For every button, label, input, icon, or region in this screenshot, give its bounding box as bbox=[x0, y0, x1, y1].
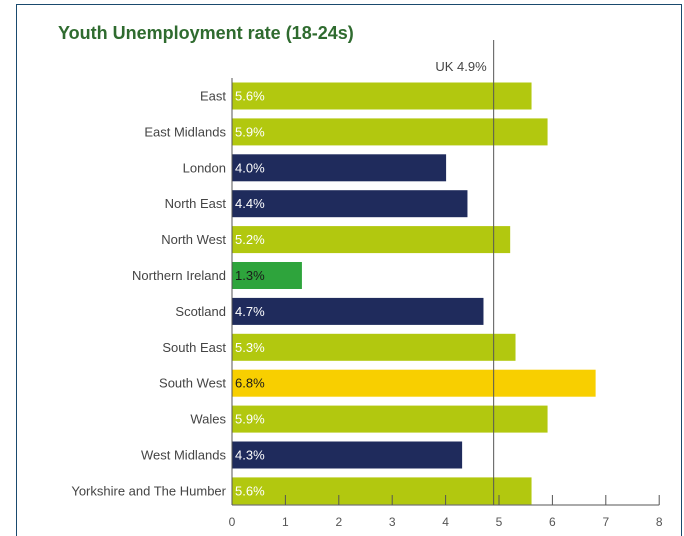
x-tick-label: 6 bbox=[549, 515, 556, 529]
chart-title: Youth Unemployment rate (18-24s) bbox=[58, 23, 354, 43]
category-label: London bbox=[183, 160, 226, 175]
data-label: 4.7% bbox=[235, 304, 265, 319]
x-tick-label: 5 bbox=[496, 515, 503, 529]
x-tick-label: 3 bbox=[389, 515, 396, 529]
category-label: South East bbox=[162, 340, 226, 355]
category-label: Scotland bbox=[175, 304, 226, 319]
bar bbox=[232, 297, 484, 325]
category-label: Northern Ireland bbox=[132, 268, 226, 283]
data-label: 4.4% bbox=[235, 196, 265, 211]
data-label: 5.2% bbox=[235, 232, 265, 247]
x-tick-label: 4 bbox=[442, 515, 449, 529]
x-tick-label: 1 bbox=[282, 515, 289, 529]
data-label: 5.9% bbox=[235, 124, 265, 139]
bar bbox=[232, 154, 447, 182]
data-label: 5.6% bbox=[235, 89, 265, 104]
category-label: North East bbox=[165, 196, 227, 211]
x-tick-label: 8 bbox=[656, 515, 663, 529]
category-label: Yorkshire and The Humber bbox=[71, 483, 226, 498]
category-label: East bbox=[200, 89, 226, 104]
bar bbox=[232, 190, 468, 218]
bar bbox=[232, 118, 548, 146]
bar bbox=[232, 333, 516, 361]
uk-average-label: UK 4.9% bbox=[435, 59, 487, 74]
category-label: Wales bbox=[190, 412, 226, 427]
bar bbox=[232, 405, 548, 433]
data-label: 5.6% bbox=[235, 483, 265, 498]
bar bbox=[232, 441, 463, 469]
bar bbox=[232, 369, 596, 397]
x-tick-label: 0 bbox=[229, 515, 236, 529]
bar bbox=[232, 477, 532, 505]
data-label: 1.3% bbox=[235, 268, 265, 283]
category-label: North West bbox=[161, 232, 226, 247]
x-tick-label: 7 bbox=[602, 515, 609, 529]
category-label: East Midlands bbox=[144, 124, 226, 139]
x-tick-label: 2 bbox=[335, 515, 342, 529]
data-label: 4.0% bbox=[235, 160, 265, 175]
data-label: 6.8% bbox=[235, 376, 265, 391]
bar bbox=[232, 226, 511, 254]
category-label: South West bbox=[159, 376, 226, 391]
data-label: 4.3% bbox=[235, 448, 265, 463]
bar bbox=[232, 82, 532, 110]
data-label: 5.9% bbox=[235, 412, 265, 427]
data-label: 5.3% bbox=[235, 340, 265, 355]
category-label: West Midlands bbox=[141, 448, 227, 463]
bar bbox=[232, 262, 302, 289]
chart-frame bbox=[16, 4, 682, 536]
